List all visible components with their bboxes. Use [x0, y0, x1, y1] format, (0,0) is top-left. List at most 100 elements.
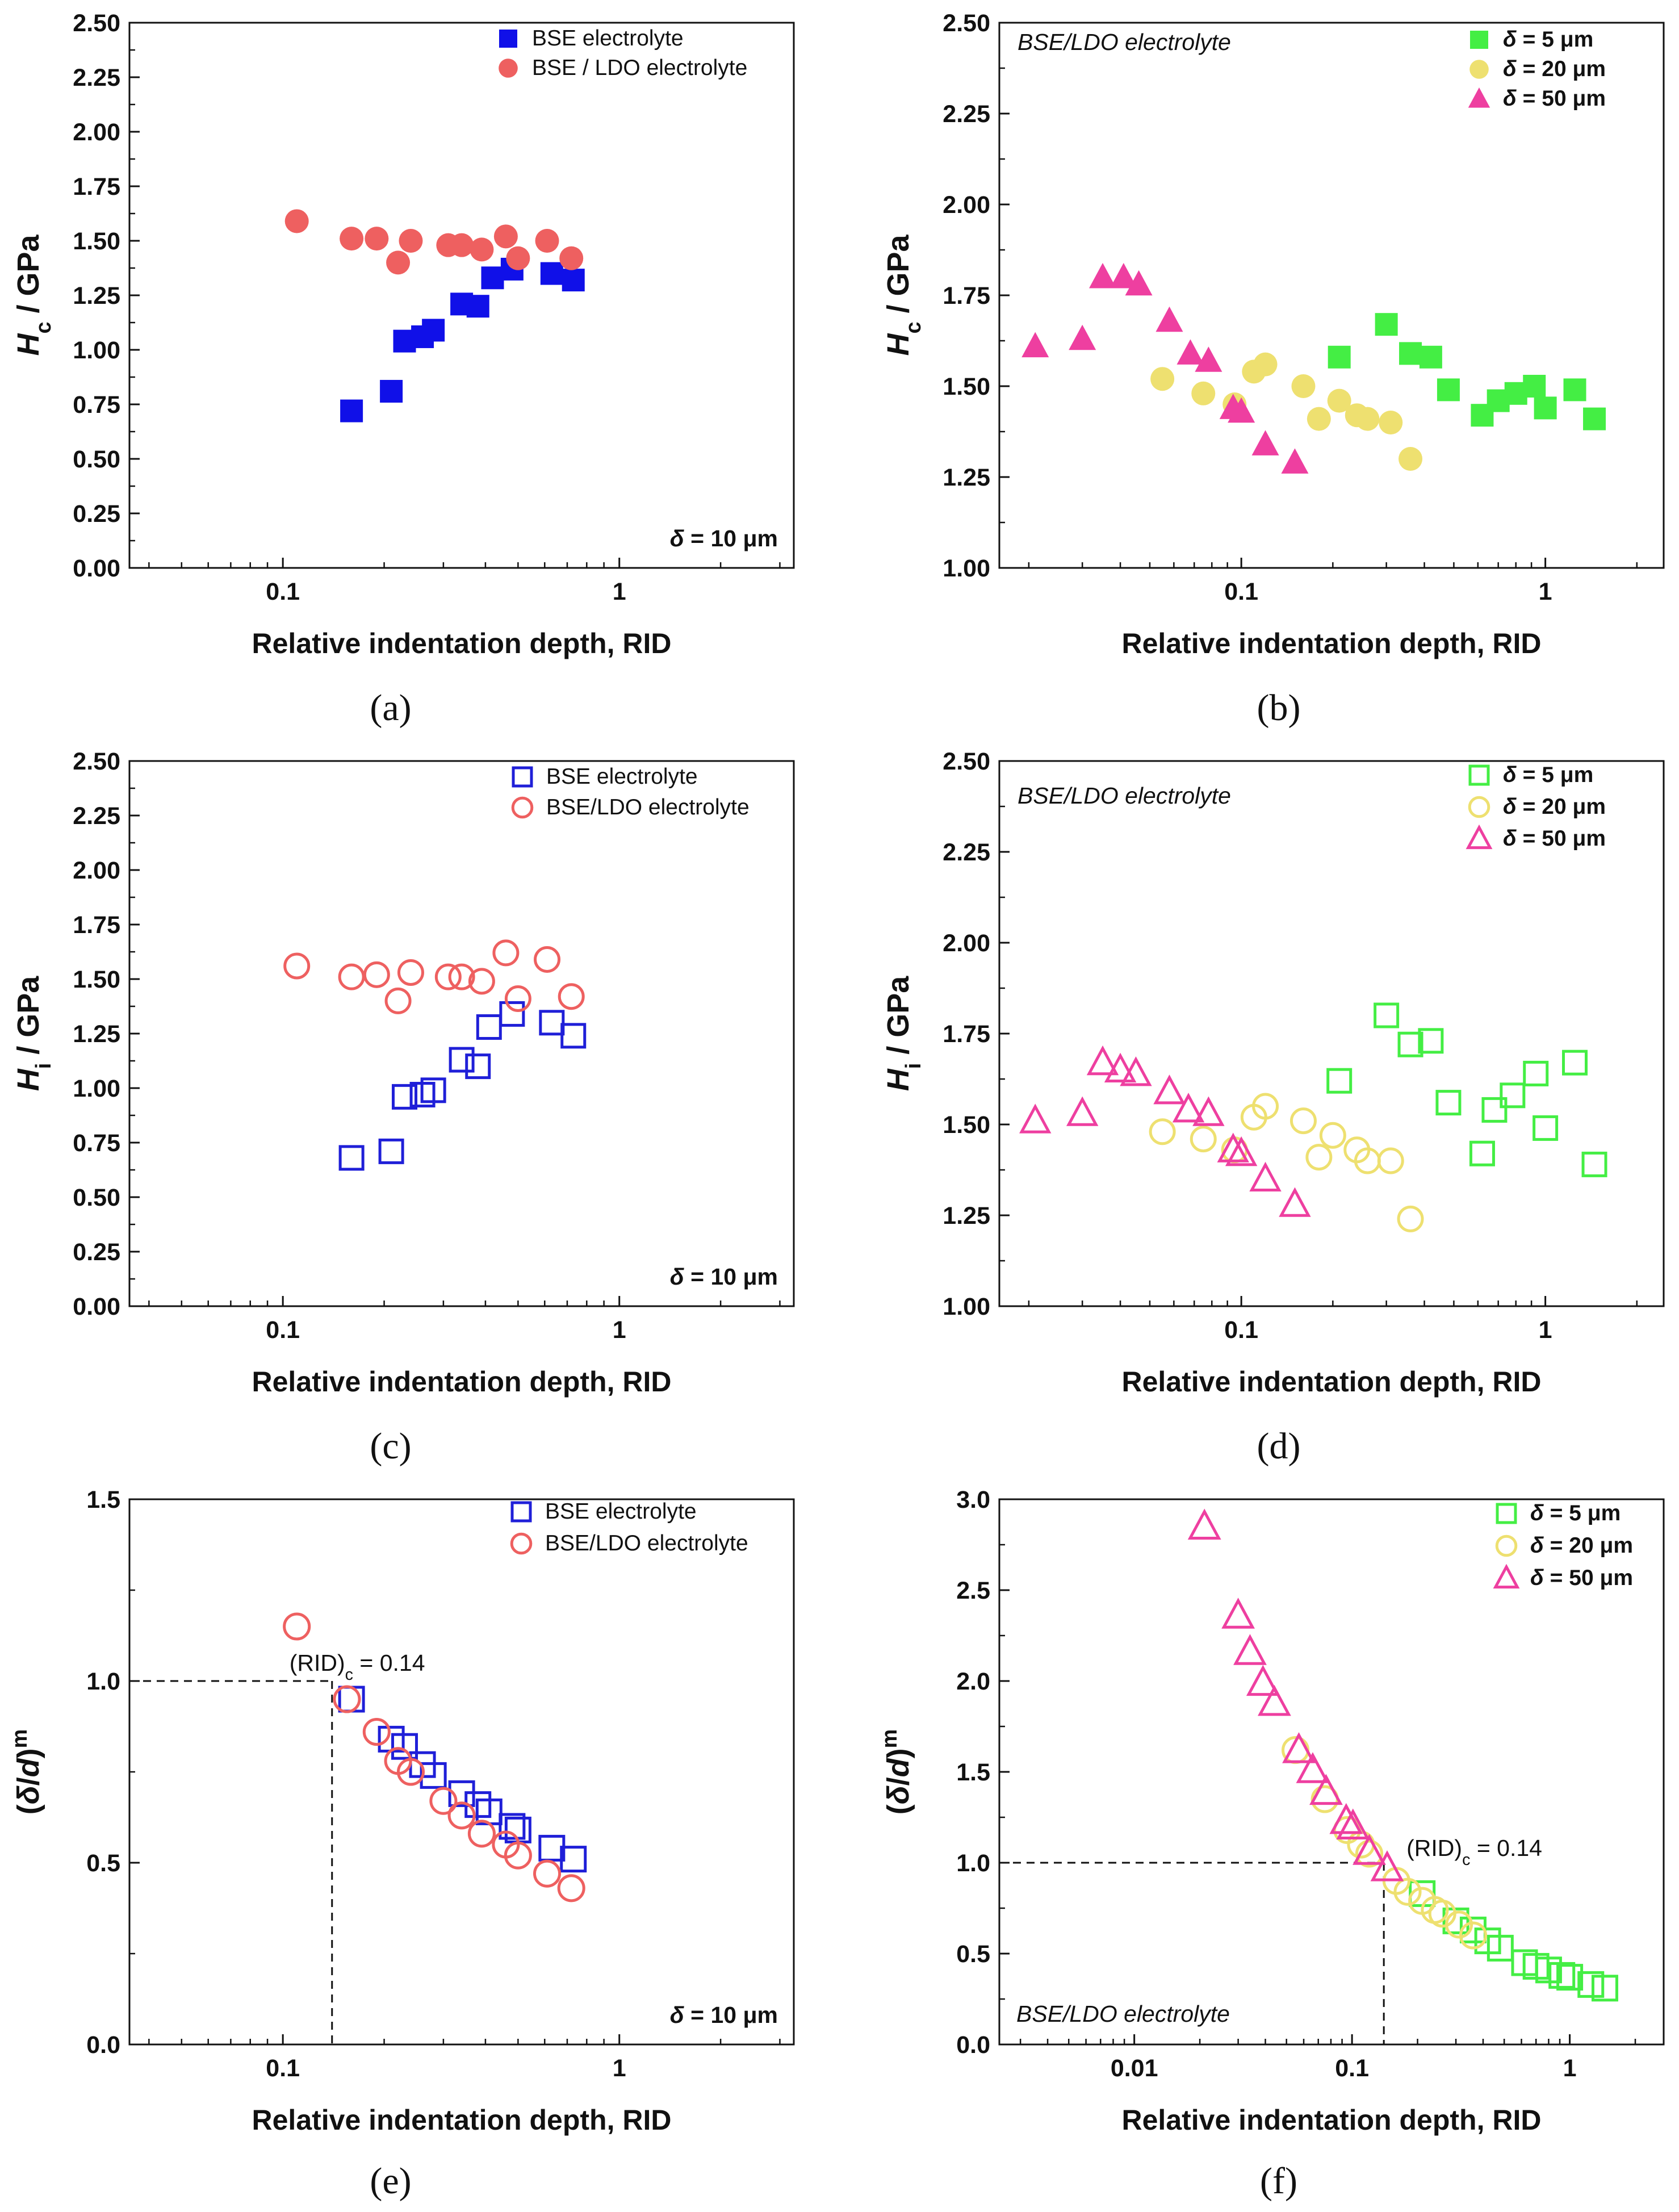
data-point — [1336, 1808, 1370, 1839]
x-tick-label: 1 — [1539, 1316, 1552, 1344]
legend: δ = 5 μm δ = 20 μm δ = 50 μm — [1466, 763, 1606, 851]
legend-marker — [1470, 31, 1488, 49]
legend: δ = 5 μm δ = 20 μm δ = 50 μm — [1468, 27, 1606, 111]
data-point — [540, 262, 563, 285]
legend: BSE electrolyte BSE/LDO electrolyte — [510, 1499, 748, 1555]
data-point — [533, 1859, 562, 1888]
data-point — [1155, 306, 1183, 332]
panel-label-e: (e) — [370, 2160, 411, 2202]
y-tick-label: 1.25 — [943, 464, 990, 491]
data-point — [1225, 1136, 1258, 1166]
panel-annotation: BSE/LDO electrolyte — [1018, 783, 1231, 809]
x-axis-label: Relative indentation depth, RID — [1122, 1366, 1542, 1398]
data-point — [386, 250, 411, 275]
data-point — [1379, 411, 1403, 434]
y-axis-label: Hi / GPa — [881, 976, 926, 1092]
legend-marker — [510, 1501, 532, 1523]
legend-marker — [1495, 1534, 1518, 1557]
y-tick-label: 1.25 — [73, 282, 120, 310]
data-point — [1374, 1002, 1400, 1028]
data-point — [1252, 1093, 1279, 1120]
data-point — [499, 1813, 526, 1840]
data-point — [447, 1801, 476, 1830]
y-tick-label: 2.00 — [943, 191, 990, 219]
data-point — [363, 961, 390, 988]
data-point — [1469, 1140, 1495, 1166]
data-point — [1120, 1056, 1152, 1086]
data-point — [506, 246, 530, 270]
data-point — [283, 952, 311, 980]
data-point — [1125, 270, 1153, 296]
x-axis-label: Relative indentation depth, RID — [1122, 628, 1542, 659]
y-tick-label: 0.0 — [86, 2031, 120, 2059]
y-tick-label: 2.50 — [73, 10, 120, 37]
data-point — [1442, 1907, 1469, 1934]
series-2 — [1150, 352, 1423, 471]
y-tick-label: 2.25 — [943, 839, 990, 866]
series-1 — [1326, 1002, 1607, 1177]
x-axis-label: Relative indentation depth, RID — [1122, 2104, 1542, 2136]
y-tick-label: 2.00 — [73, 119, 120, 146]
data-point — [1233, 1634, 1267, 1665]
y-axis-label: Hc / GPa — [881, 234, 926, 356]
y-tick-label: 0.75 — [73, 1130, 120, 1157]
data-point — [1251, 430, 1279, 455]
y-tick-label: 1.50 — [943, 373, 990, 400]
series-2 — [283, 939, 585, 1014]
data-point — [392, 1084, 418, 1110]
data-point — [1523, 1060, 1549, 1086]
data-point — [468, 968, 495, 995]
data-point — [467, 1820, 496, 1848]
x-tick-label: 1 — [613, 578, 626, 605]
data-point — [362, 1718, 391, 1746]
legend-entry: BSE electrolyte — [546, 764, 698, 789]
data-point — [1435, 1090, 1462, 1116]
chart-panel-d: 1.00 1.25 1.50 1.75 2.00 2.25 2.50 0.1 1 Relative… — [881, 748, 1665, 1398]
legend-entry: δ = 5 μm — [1530, 1501, 1621, 1525]
y-tick-label: 1.50 — [73, 966, 120, 993]
x-tick-label: 0.1 — [1224, 578, 1258, 605]
data-point — [1437, 378, 1460, 402]
y-tick-label: 1.00 — [73, 1075, 120, 1102]
data-point — [1172, 1093, 1205, 1123]
data-point — [1253, 352, 1278, 377]
data-point — [1481, 1097, 1508, 1123]
legend-marker — [1469, 60, 1489, 79]
chart-panel-f: 0.0 0.5 1.0 1.5 2.0 2.5 3.0 0.01 0.1 1 Relative in… — [878, 1486, 1665, 2136]
data-point — [1419, 345, 1442, 369]
data-point — [466, 295, 489, 318]
data-point — [1375, 313, 1398, 336]
y-tick-label: 1.50 — [73, 228, 120, 255]
data-point — [1217, 1132, 1249, 1163]
legend-entry: BSE electrolyte — [532, 26, 684, 51]
data-point — [1104, 1052, 1137, 1082]
data-point — [429, 1787, 458, 1815]
legend-marker — [511, 796, 534, 819]
panel-annotation: BSE/LDO electrolyte — [1018, 29, 1231, 55]
data-point — [1581, 1151, 1607, 1177]
data-point — [340, 399, 363, 423]
data-point — [378, 1138, 404, 1164]
data-point — [476, 1014, 502, 1040]
chart-panel-c: 0.00 0.25 0.50 0.75 1.00 1.25 1.50 1.75 2.00 2.25… — [11, 748, 795, 1398]
data-point — [1393, 1878, 1422, 1906]
legend-entry: BSE/LDO electrolyte — [546, 795, 750, 819]
x-tick-label: 1 — [613, 1316, 626, 1344]
data-point — [1279, 1187, 1311, 1217]
series-1 — [338, 1001, 587, 1171]
data-point — [1556, 1964, 1584, 1991]
data-point — [1296, 1752, 1330, 1783]
data-point — [1289, 1107, 1317, 1135]
data-point — [448, 963, 475, 990]
y-tick-label: 1.5 — [956, 1759, 990, 1786]
panel-annotation: δ = 10 μm — [670, 1264, 778, 1290]
panel-label-f: (f) — [1260, 2160, 1297, 2202]
data-point — [470, 237, 494, 262]
panel-label-d: (d) — [1257, 1425, 1301, 1467]
y-tick-label: 0.0 — [956, 2031, 990, 2059]
legend-entry: δ = 50 μm — [1503, 86, 1606, 111]
data-point — [1444, 1910, 1473, 1939]
y-tick-label: 0.5 — [956, 1941, 990, 1968]
data-point — [1399, 447, 1423, 471]
